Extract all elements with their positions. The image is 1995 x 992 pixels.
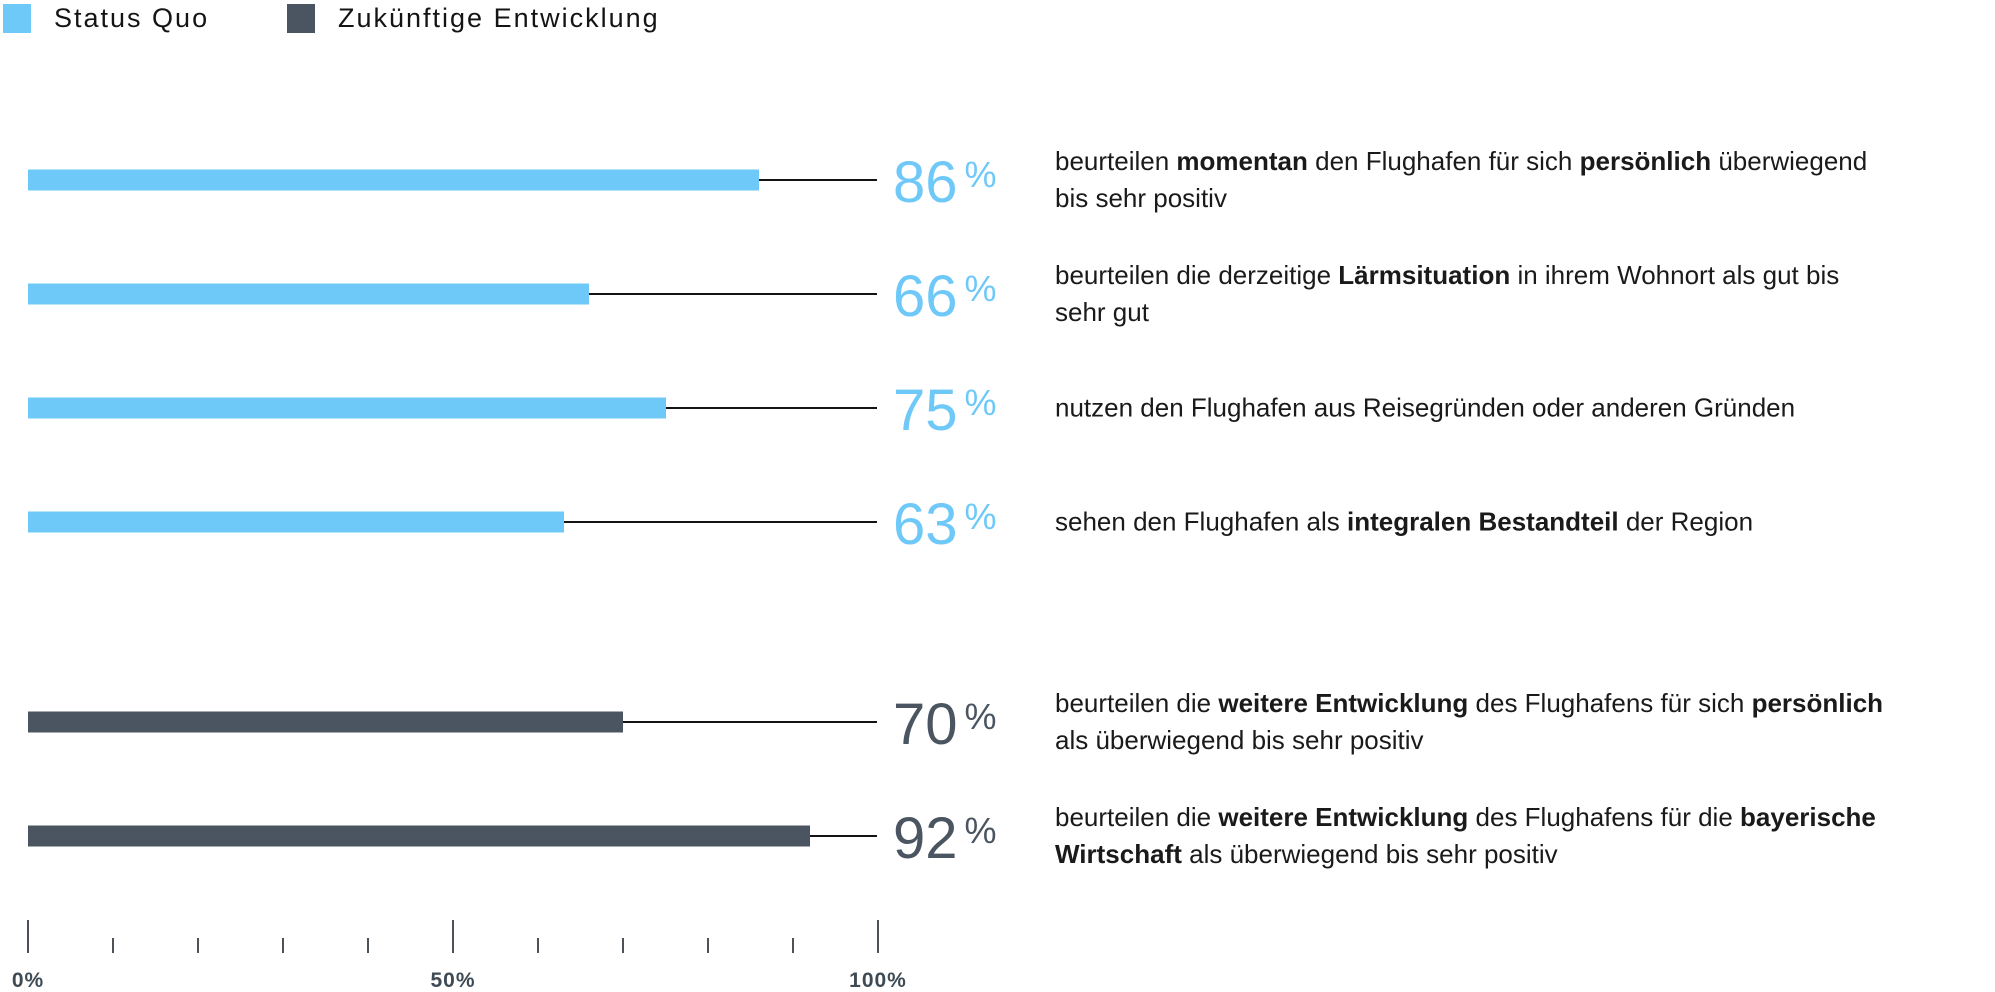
connector-line [589, 293, 877, 295]
value-unit: % [964, 268, 997, 309]
chart-row: 63 % sehen den Flughafen als integralen … [0, 465, 1995, 579]
axis-minor-tick [282, 938, 284, 953]
legend-swatch [3, 3, 31, 33]
description-text: beurteilen die weitere Entwicklung des F… [1055, 799, 1876, 873]
description-text: nutzen den Flughafen aus Reisegründen od… [1055, 390, 1795, 427]
chart-row: 70 % beurteilen die weitere Entwicklung … [0, 665, 1995, 779]
value-label: 63 % [893, 496, 997, 554]
value-number: 63 [893, 492, 958, 557]
legend-label: Status Quo [54, 2, 210, 33]
bar [28, 397, 666, 419]
bar [28, 169, 759, 191]
legend-item: Status Quo [3, 2, 209, 34]
axis-minor-tick [622, 938, 624, 953]
bar [28, 283, 589, 305]
connector-line [810, 835, 877, 837]
axis-minor-tick [112, 938, 114, 953]
description-segment: weitere Entwicklung [1218, 802, 1469, 832]
description-segment: als überwiegend bis sehr positiv [1181, 839, 1558, 869]
description-line: sehr gut [1055, 294, 1839, 331]
bar [28, 825, 810, 847]
description-text: beurteilen die weitere Entwicklung des F… [1055, 685, 1883, 759]
description-segment: momentan [1176, 146, 1308, 176]
description-segment: beurteilen die derzeitige [1055, 260, 1339, 290]
legend: Status Quo Zukünftige Entwicklung [3, 2, 903, 34]
chart-row: 75 % nutzen den Flughafen aus Reisegründ… [0, 351, 1995, 465]
value-label: 66 % [893, 268, 997, 326]
description-segment: persönlich [1579, 146, 1712, 176]
description-segment: den Flughafen für sich [1307, 146, 1580, 176]
value-label: 70 % [893, 696, 997, 754]
value-unit: % [964, 154, 997, 195]
value-unit: % [964, 496, 997, 537]
axis-tick-label: 50% [430, 969, 476, 992]
value-number: 70 [893, 692, 958, 757]
description-line: beurteilen die derzeitige Lärmsituation … [1055, 257, 1839, 294]
value-unit: % [964, 382, 997, 423]
axis-major-tick [877, 920, 879, 953]
axis-minor-tick [537, 938, 539, 953]
description-text: beurteilen momentan den Flughafen für si… [1055, 143, 1867, 217]
description-segment: Wirtschaft [1055, 839, 1182, 869]
legend-label: Zukünftige Entwicklung [338, 2, 660, 33]
bar [28, 511, 564, 533]
value-number: 66 [893, 264, 958, 329]
description-text: beurteilen die derzeitige Lärmsituation … [1055, 257, 1839, 331]
value-label: 75 % [893, 382, 997, 440]
axis-tick-label: 0% [11, 969, 45, 992]
connector-line [623, 721, 877, 723]
value-unit: % [964, 810, 997, 851]
axis-minor-tick [792, 938, 794, 953]
axis-major-tick [452, 920, 454, 953]
value-unit: % [964, 696, 997, 737]
description-segment: als überwiegend bis sehr positiv [1055, 725, 1424, 755]
description-segment: der Region [1618, 506, 1754, 537]
description-segment: beurteilen die [1055, 802, 1219, 832]
description-segment: des Flughafens für die [1468, 802, 1741, 832]
description-segment: bis sehr positiv [1055, 183, 1227, 213]
value-label: 86 % [893, 154, 997, 212]
description-segment: persönlich [1751, 688, 1884, 718]
description-line: nutzen den Flughafen aus Reisegründen od… [1055, 390, 1795, 427]
axis-tick-label: 100% [849, 969, 907, 992]
chart-row: 92 % beurteilen die weitere Entwicklung … [0, 779, 1995, 893]
axis-minor-tick [197, 938, 199, 953]
description-line: beurteilen die weitere Entwicklung des F… [1055, 799, 1876, 836]
description-line: Wirtschaft als überwiegend bis sehr posi… [1055, 836, 1876, 873]
description-line: als überwiegend bis sehr positiv [1055, 722, 1883, 759]
value-number: 92 [893, 806, 958, 871]
description-text: sehen den Flughafen als integralen Besta… [1055, 504, 1753, 541]
description-line: sehen den Flughafen als integralen Besta… [1055, 504, 1753, 541]
axis-major-tick [27, 920, 29, 953]
description-segment: weitere Entwicklung [1218, 688, 1469, 718]
description-segment: bayerische [1740, 802, 1876, 832]
description-segment: Lärmsituation [1338, 260, 1511, 290]
description-line: beurteilen momentan den Flughafen für si… [1055, 143, 1867, 180]
description-segment: sehr gut [1055, 297, 1149, 327]
description-line: bis sehr positiv [1055, 180, 1867, 217]
connector-line [665, 407, 877, 409]
value-label: 92 % [893, 810, 997, 868]
description-segment: in ihrem Wohnort als gut bis [1510, 260, 1840, 290]
description-segment: des Flughafens für sich [1468, 688, 1752, 718]
description-segment: beurteilen [1055, 146, 1177, 176]
value-number: 86 [893, 150, 958, 215]
description-line: beurteilen die weitere Entwicklung des F… [1055, 685, 1883, 722]
axis-minor-tick [367, 938, 369, 953]
value-number: 75 [893, 378, 958, 443]
description-segment: nutzen den Flughafen aus Reisegründen od… [1055, 392, 1796, 423]
description-segment: beurteilen die [1055, 688, 1219, 718]
description-segment: sehen den Flughafen als [1055, 506, 1347, 537]
bar [28, 711, 623, 733]
chart-row: 66 % beurteilen die derzeitige Lärmsitua… [0, 237, 1995, 351]
description-segment: überwiegend [1711, 146, 1868, 176]
axis-minor-tick [707, 938, 709, 953]
connector-line [563, 521, 877, 523]
bar-chart: 86 % beurteilen momentan den Flughafen f… [0, 123, 1995, 893]
legend-item: Zukünftige Entwicklung [287, 2, 660, 34]
connector-line [759, 179, 877, 181]
chart-row: 86 % beurteilen momentan den Flughafen f… [0, 123, 1995, 237]
legend-swatch [287, 3, 315, 33]
description-segment: integralen Bestandteil [1347, 506, 1619, 537]
